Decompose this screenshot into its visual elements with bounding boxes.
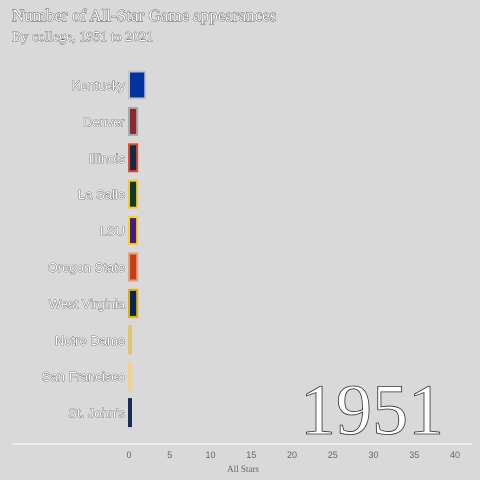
category-label-6: West Virginia [49,296,126,311]
category-label-5: Oregon State [48,260,125,275]
category-label-2: Illinois [89,151,126,166]
category-label-0: Kentucky [72,78,126,93]
category-label-3: La Salle [78,187,125,202]
x-tick-label-7: 35 [409,450,419,460]
chart-subtitle: By college, 1951 to 2021 [12,30,153,45]
bar-7 [128,325,132,355]
x-tick-label-0: 0 [126,450,131,460]
x-axis-title: All Stars [227,464,259,474]
bars-group [128,70,147,428]
category-label-1: Denver [83,114,126,129]
bar-3 [128,179,139,209]
x-tick-label-4: 20 [287,450,297,460]
category-labels: Kentucky Denver Illinois La Salle LSU Oregon … [42,78,126,421]
bar-2 [128,143,139,173]
category-label-4: LSU [100,224,125,239]
bar-6 [128,288,139,318]
bar-8 [128,361,132,391]
x-tick-label-3: 15 [246,450,256,460]
x-tick-label-8: 40 [450,450,460,460]
category-label-9: St. John's [68,406,125,421]
x-tick-label-6: 30 [368,450,378,460]
bar-5 [128,252,139,282]
category-label-8: San Francisco [42,369,125,384]
bar-1 [128,106,139,136]
x-axis-ticks: 0 5 10 15 20 25 30 35 40 [126,450,460,460]
bar-4 [128,216,139,246]
category-label-7: Notre Dame [55,333,125,348]
x-tick-label-5: 25 [328,450,338,460]
x-tick-label-2: 10 [205,450,215,460]
bar-9 [128,398,132,428]
x-tick-label-1: 5 [167,450,172,460]
year-label: 1951 [300,370,444,450]
chart-title: Number of All-Star Game appearances [12,6,276,25]
bar-0 [128,70,147,100]
